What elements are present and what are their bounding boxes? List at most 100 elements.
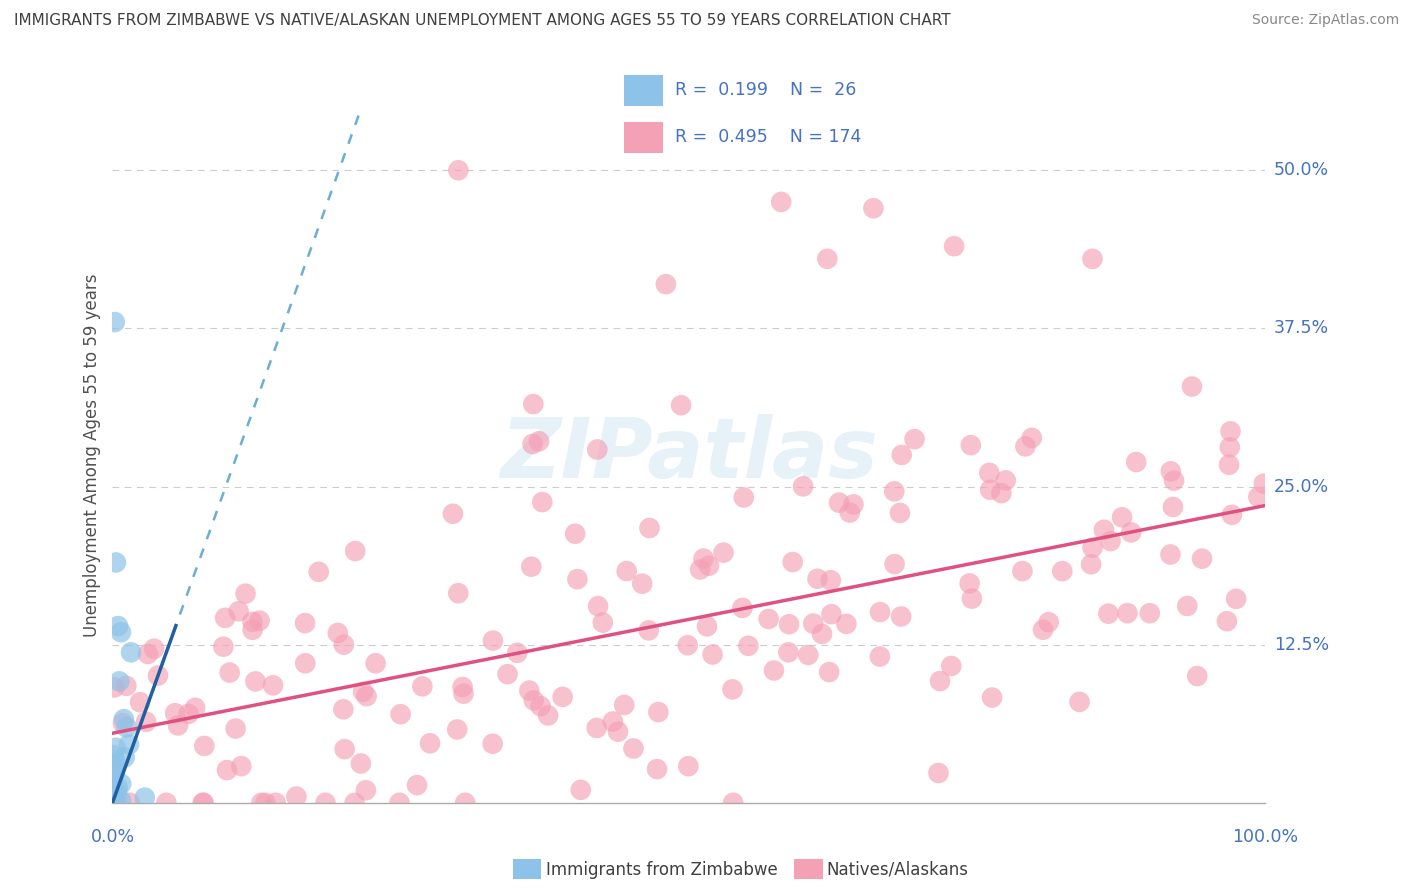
- Point: [585, 721, 607, 735]
- Point: [678, 759, 700, 773]
- Point: [1216, 614, 1239, 628]
- Point: [551, 690, 574, 704]
- Point: [294, 616, 316, 631]
- Point: [842, 497, 865, 511]
- Point: [333, 742, 356, 756]
- Bar: [624, 75, 664, 105]
- Point: [225, 722, 247, 736]
- Point: [356, 689, 378, 703]
- Point: [520, 559, 543, 574]
- Point: [696, 619, 718, 633]
- Point: [1014, 439, 1036, 453]
- Point: [835, 616, 858, 631]
- Point: [692, 551, 714, 566]
- Point: [890, 609, 912, 624]
- Point: [235, 587, 257, 601]
- Point: [758, 612, 780, 626]
- Point: [446, 723, 468, 737]
- Point: [890, 448, 912, 462]
- Point: [613, 698, 636, 712]
- Point: [1097, 607, 1119, 621]
- Point: [419, 736, 441, 750]
- Text: R =  0.199    N =  26: R = 0.199 N = 26: [675, 81, 856, 99]
- Point: [616, 564, 638, 578]
- Point: [326, 626, 349, 640]
- Point: [607, 724, 630, 739]
- Point: [869, 605, 891, 619]
- Point: [869, 649, 891, 664]
- Point: [862, 201, 884, 215]
- Point: [527, 434, 550, 449]
- Point: [806, 572, 828, 586]
- Point: [411, 679, 433, 693]
- Point: [110, 625, 132, 640]
- Point: [143, 641, 166, 656]
- Text: ZIPatlas: ZIPatlas: [501, 415, 877, 495]
- Point: [818, 665, 841, 679]
- Point: [191, 796, 214, 810]
- Point: [1125, 455, 1147, 469]
- Point: [883, 484, 905, 499]
- Point: [602, 714, 624, 729]
- Point: [250, 796, 273, 810]
- Point: [453, 687, 475, 701]
- Point: [110, 777, 132, 791]
- Point: [103, 681, 125, 695]
- Point: [689, 562, 711, 576]
- Point: [228, 604, 250, 618]
- Point: [737, 639, 759, 653]
- Point: [927, 766, 949, 780]
- Point: [838, 506, 860, 520]
- Point: [107, 619, 129, 633]
- Point: [118, 738, 141, 752]
- Point: [155, 796, 177, 810]
- Point: [979, 483, 1001, 497]
- Point: [592, 615, 614, 630]
- Point: [104, 315, 127, 329]
- Point: [1069, 695, 1091, 709]
- Point: [1052, 564, 1074, 578]
- Point: [1225, 591, 1247, 606]
- Point: [569, 782, 592, 797]
- Point: [103, 761, 125, 775]
- Point: [586, 599, 609, 614]
- Point: [631, 576, 654, 591]
- Point: [108, 674, 131, 689]
- Point: [1163, 474, 1185, 488]
- Point: [623, 741, 645, 756]
- Point: [482, 633, 505, 648]
- Point: [120, 645, 142, 659]
- Point: [454, 796, 477, 810]
- Point: [697, 558, 720, 573]
- Point: [792, 479, 814, 493]
- Point: [770, 194, 793, 209]
- Point: [721, 796, 744, 810]
- Point: [1219, 440, 1241, 454]
- Point: [496, 667, 519, 681]
- Point: [231, 759, 253, 773]
- Point: [731, 601, 754, 615]
- Point: [567, 572, 589, 586]
- Point: [104, 766, 127, 780]
- Text: 12.5%: 12.5%: [1274, 636, 1329, 654]
- Point: [389, 707, 412, 722]
- Text: Immigrants from Zimbabwe: Immigrants from Zimbabwe: [546, 861, 778, 879]
- Point: [1247, 490, 1270, 504]
- Text: Source: ZipAtlas.com: Source: ZipAtlas.com: [1251, 13, 1399, 28]
- Point: [114, 750, 136, 764]
- Point: [110, 793, 132, 807]
- Point: [103, 748, 125, 763]
- Point: [451, 680, 474, 694]
- Point: [889, 506, 911, 520]
- Point: [564, 526, 586, 541]
- Point: [1081, 252, 1104, 266]
- Point: [285, 789, 308, 804]
- Point: [184, 701, 207, 715]
- Point: [103, 789, 125, 804]
- Point: [733, 491, 755, 505]
- Point: [522, 437, 544, 451]
- Point: [1181, 379, 1204, 393]
- Point: [1218, 458, 1240, 472]
- Point: [1021, 431, 1043, 445]
- Y-axis label: Unemployment Among Ages 55 to 59 years: Unemployment Among Ages 55 to 59 years: [83, 273, 101, 637]
